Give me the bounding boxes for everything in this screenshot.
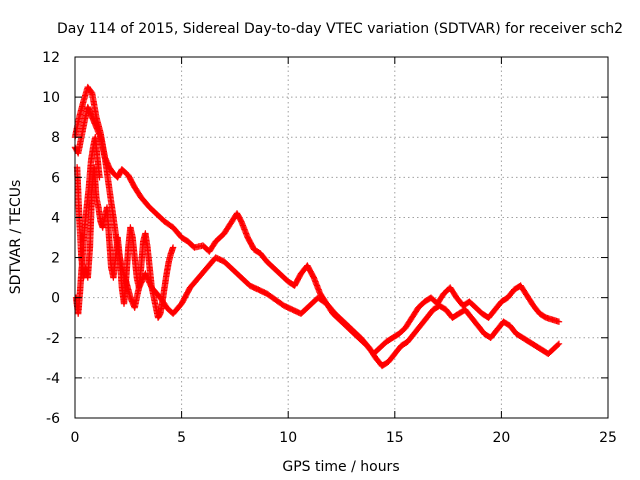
x-tick-label: 10 bbox=[279, 430, 297, 446]
x-tick-label: 0 bbox=[71, 430, 80, 446]
x-tick-label: 15 bbox=[386, 430, 404, 446]
y-tick-label: 0 bbox=[51, 291, 60, 307]
data-point bbox=[96, 174, 103, 181]
x-tick-label: 5 bbox=[177, 430, 186, 446]
y-tick-label: -4 bbox=[46, 371, 60, 387]
plot-frame bbox=[74, 56, 609, 419]
data-point bbox=[555, 318, 563, 325]
data-markers bbox=[71, 83, 563, 370]
x-axis-label: GPS time / hours bbox=[282, 459, 399, 475]
y-tick-label: 10 bbox=[42, 90, 60, 106]
y-tick-label: 2 bbox=[51, 251, 60, 267]
y-tick-labels: -6 -4 -2 0 2 4 6 8 10 12 bbox=[42, 50, 60, 427]
axis-ticks bbox=[74, 56, 609, 419]
data-point bbox=[555, 340, 563, 347]
y-tick-label: 6 bbox=[51, 170, 60, 186]
x-tick-label: 25 bbox=[599, 430, 617, 446]
x-tick-label: 20 bbox=[492, 430, 510, 446]
data-point bbox=[554, 341, 562, 348]
grid bbox=[75, 57, 608, 418]
y-axis-label: SDTVAR / TECUs bbox=[8, 180, 24, 295]
y-tick-label: -2 bbox=[46, 331, 60, 347]
y-tick-label: 4 bbox=[51, 210, 60, 226]
y-tick-label: -6 bbox=[46, 411, 60, 427]
chart-title: Day 114 of 2015, Sidereal Day-to-day VTE… bbox=[57, 21, 623, 37]
x-tick-labels: 0 5 10 15 20 25 bbox=[71, 430, 617, 446]
data-point bbox=[169, 244, 177, 251]
y-tick-label: 8 bbox=[51, 130, 60, 146]
y-tick-label: 12 bbox=[42, 50, 60, 66]
